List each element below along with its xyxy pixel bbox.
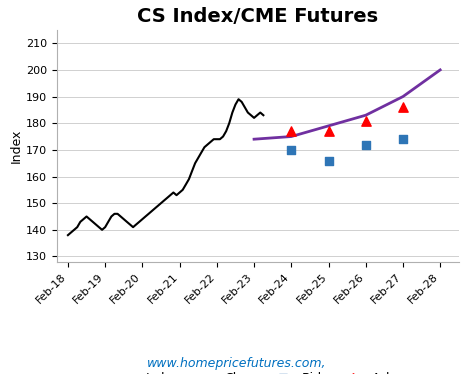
Point: [325, 128, 333, 134]
Point: [362, 117, 369, 123]
Point: [288, 128, 295, 134]
Point: [399, 136, 407, 142]
Point: [362, 141, 369, 147]
Y-axis label: Index: Index: [10, 129, 23, 163]
Point: [288, 147, 295, 153]
Point: [399, 104, 407, 110]
Title: CS Index/CME Futures: CS Index/CME Futures: [137, 7, 378, 25]
Legend: Index, Close, Bids, Asks: Index, Close, Bids, Asks: [110, 367, 406, 374]
Text: www.homepricefutures.com,: www.homepricefutures.com,: [147, 356, 326, 370]
Point: [325, 157, 333, 163]
